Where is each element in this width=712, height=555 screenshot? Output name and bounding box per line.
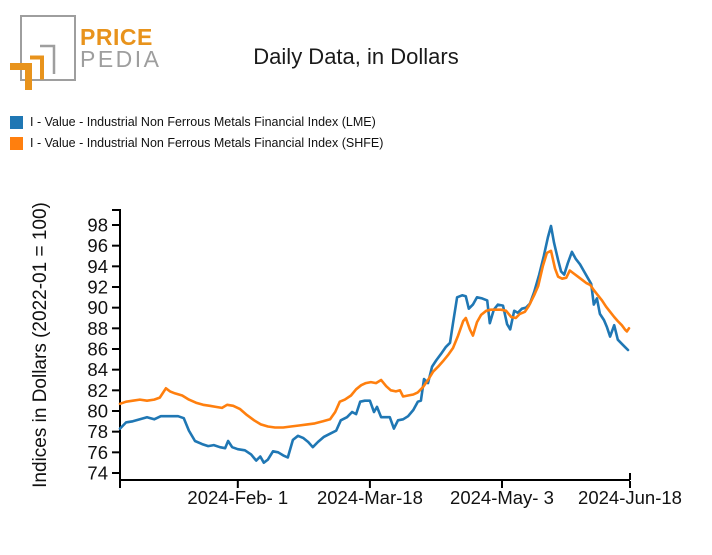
y-tick-label: 76 (87, 442, 108, 463)
brand-word-price: PRICE (80, 24, 153, 50)
y-axis-label: Indices in Dollars (2022-01 = 100) (30, 202, 51, 488)
y-tick-label: 84 (87, 359, 108, 380)
chart-legend: I - Value - Industrial Non Ferrous Metal… (10, 115, 383, 157)
series-line-shfe (118, 249, 631, 429)
x-tick-label: 2024-Mar-18 (317, 487, 423, 508)
legend-label-shfe: I - Value - Industrial Non Ferrous Metal… (30, 136, 384, 150)
y-tick-label: 82 (87, 380, 108, 401)
y-tick-label: 80 (87, 401, 108, 422)
legend-item-lme: I - Value - Industrial Non Ferrous Metal… (10, 115, 383, 129)
logo-corner-bracket-orange-small (30, 55, 44, 80)
y-tick-label: 98 (87, 215, 108, 236)
brand-wordmark: PRICE PEDIA (80, 24, 162, 72)
series-line-lme (118, 224, 630, 464)
legend-label-lme: I - Value - Industrial Non Ferrous Metal… (30, 115, 376, 129)
logo-corner-bracket-orange-large (10, 63, 32, 90)
legend-swatch-lme (10, 115, 23, 129)
y-tick-label: 86 (87, 339, 108, 360)
y-tick-label: 78 (87, 421, 108, 442)
logo-outer-square (20, 15, 76, 81)
y-tick-label: 74 (87, 463, 108, 484)
y-tick-label: 88 (87, 318, 108, 339)
x-tick-label: 2024-May- 3 (450, 487, 554, 508)
y-tick-label: 96 (87, 235, 108, 256)
pricepedia-logo-icon (10, 15, 76, 90)
page-title: Daily Data, in Dollars (253, 44, 459, 69)
x-tick-label: 2024-Feb- 1 (187, 487, 288, 508)
y-tick-label: 92 (87, 277, 108, 298)
legend-swatch-shfe (10, 136, 23, 150)
x-tick-label: 2024-Jun-18 (578, 487, 682, 508)
axis-spine (119, 209, 630, 481)
y-tick-label: 90 (87, 297, 108, 318)
line-chart: Indices in Dollars (2022-01 = 100) 74767… (30, 202, 682, 508)
logo-corner-bracket-gray (40, 44, 56, 74)
y-tick-label: 94 (87, 256, 108, 277)
brand-word-pedia: PEDIA (80, 46, 162, 72)
legend-item-shfe: I - Value - Industrial Non Ferrous Metal… (10, 136, 383, 150)
